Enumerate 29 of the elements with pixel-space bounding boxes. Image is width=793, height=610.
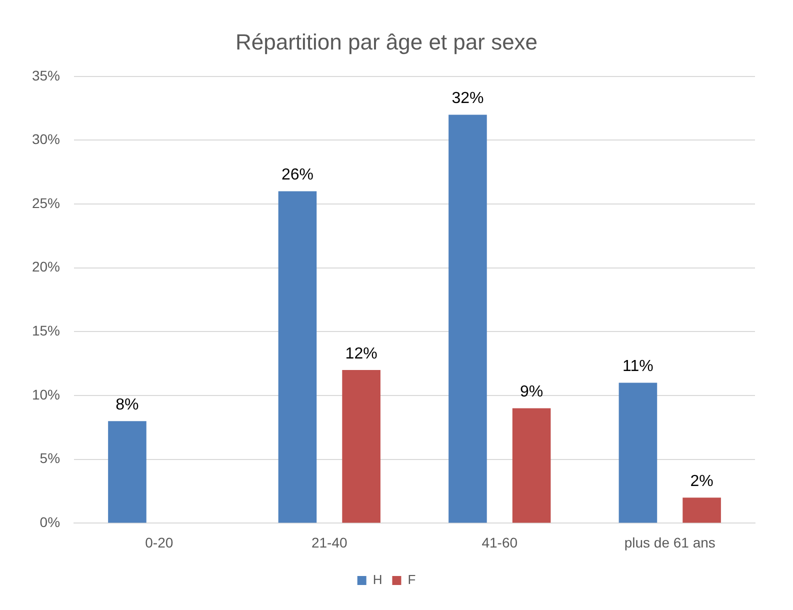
x-tick-label: 0-20 xyxy=(145,534,174,550)
y-tick-label: 25% xyxy=(32,194,60,211)
bar xyxy=(342,370,380,523)
data-label: 8% xyxy=(116,396,139,414)
bar xyxy=(682,498,721,523)
data-label: 12% xyxy=(345,345,378,362)
bar xyxy=(278,191,317,523)
y-tick-label: 10% xyxy=(32,386,60,402)
y-tick-label: 35% xyxy=(32,67,60,84)
chart-title: Répartition par âge et par sexe xyxy=(235,29,538,54)
y-tick-label: 30% xyxy=(32,131,60,148)
x-tick-label: plus de 61 ans xyxy=(624,534,716,550)
legend-label: F xyxy=(408,572,416,588)
legend-label: H xyxy=(372,572,382,588)
y-tick-label: 0% xyxy=(40,514,60,530)
x-tick-label: 21-40 xyxy=(311,534,348,550)
data-label: 9% xyxy=(520,384,544,401)
bar xyxy=(512,408,551,523)
y-tick-label: 15% xyxy=(32,322,60,339)
data-label: 2% xyxy=(690,473,714,490)
bar xyxy=(618,382,658,523)
x-tick-label: 41-60 xyxy=(482,534,518,550)
bar xyxy=(108,421,146,523)
y-tick-label: 5% xyxy=(40,450,60,466)
data-label: 32% xyxy=(452,90,484,108)
bar xyxy=(448,114,487,523)
data-label: 26% xyxy=(281,166,314,184)
y-tick-label: 20% xyxy=(32,258,60,275)
data-label: 11% xyxy=(622,358,654,376)
